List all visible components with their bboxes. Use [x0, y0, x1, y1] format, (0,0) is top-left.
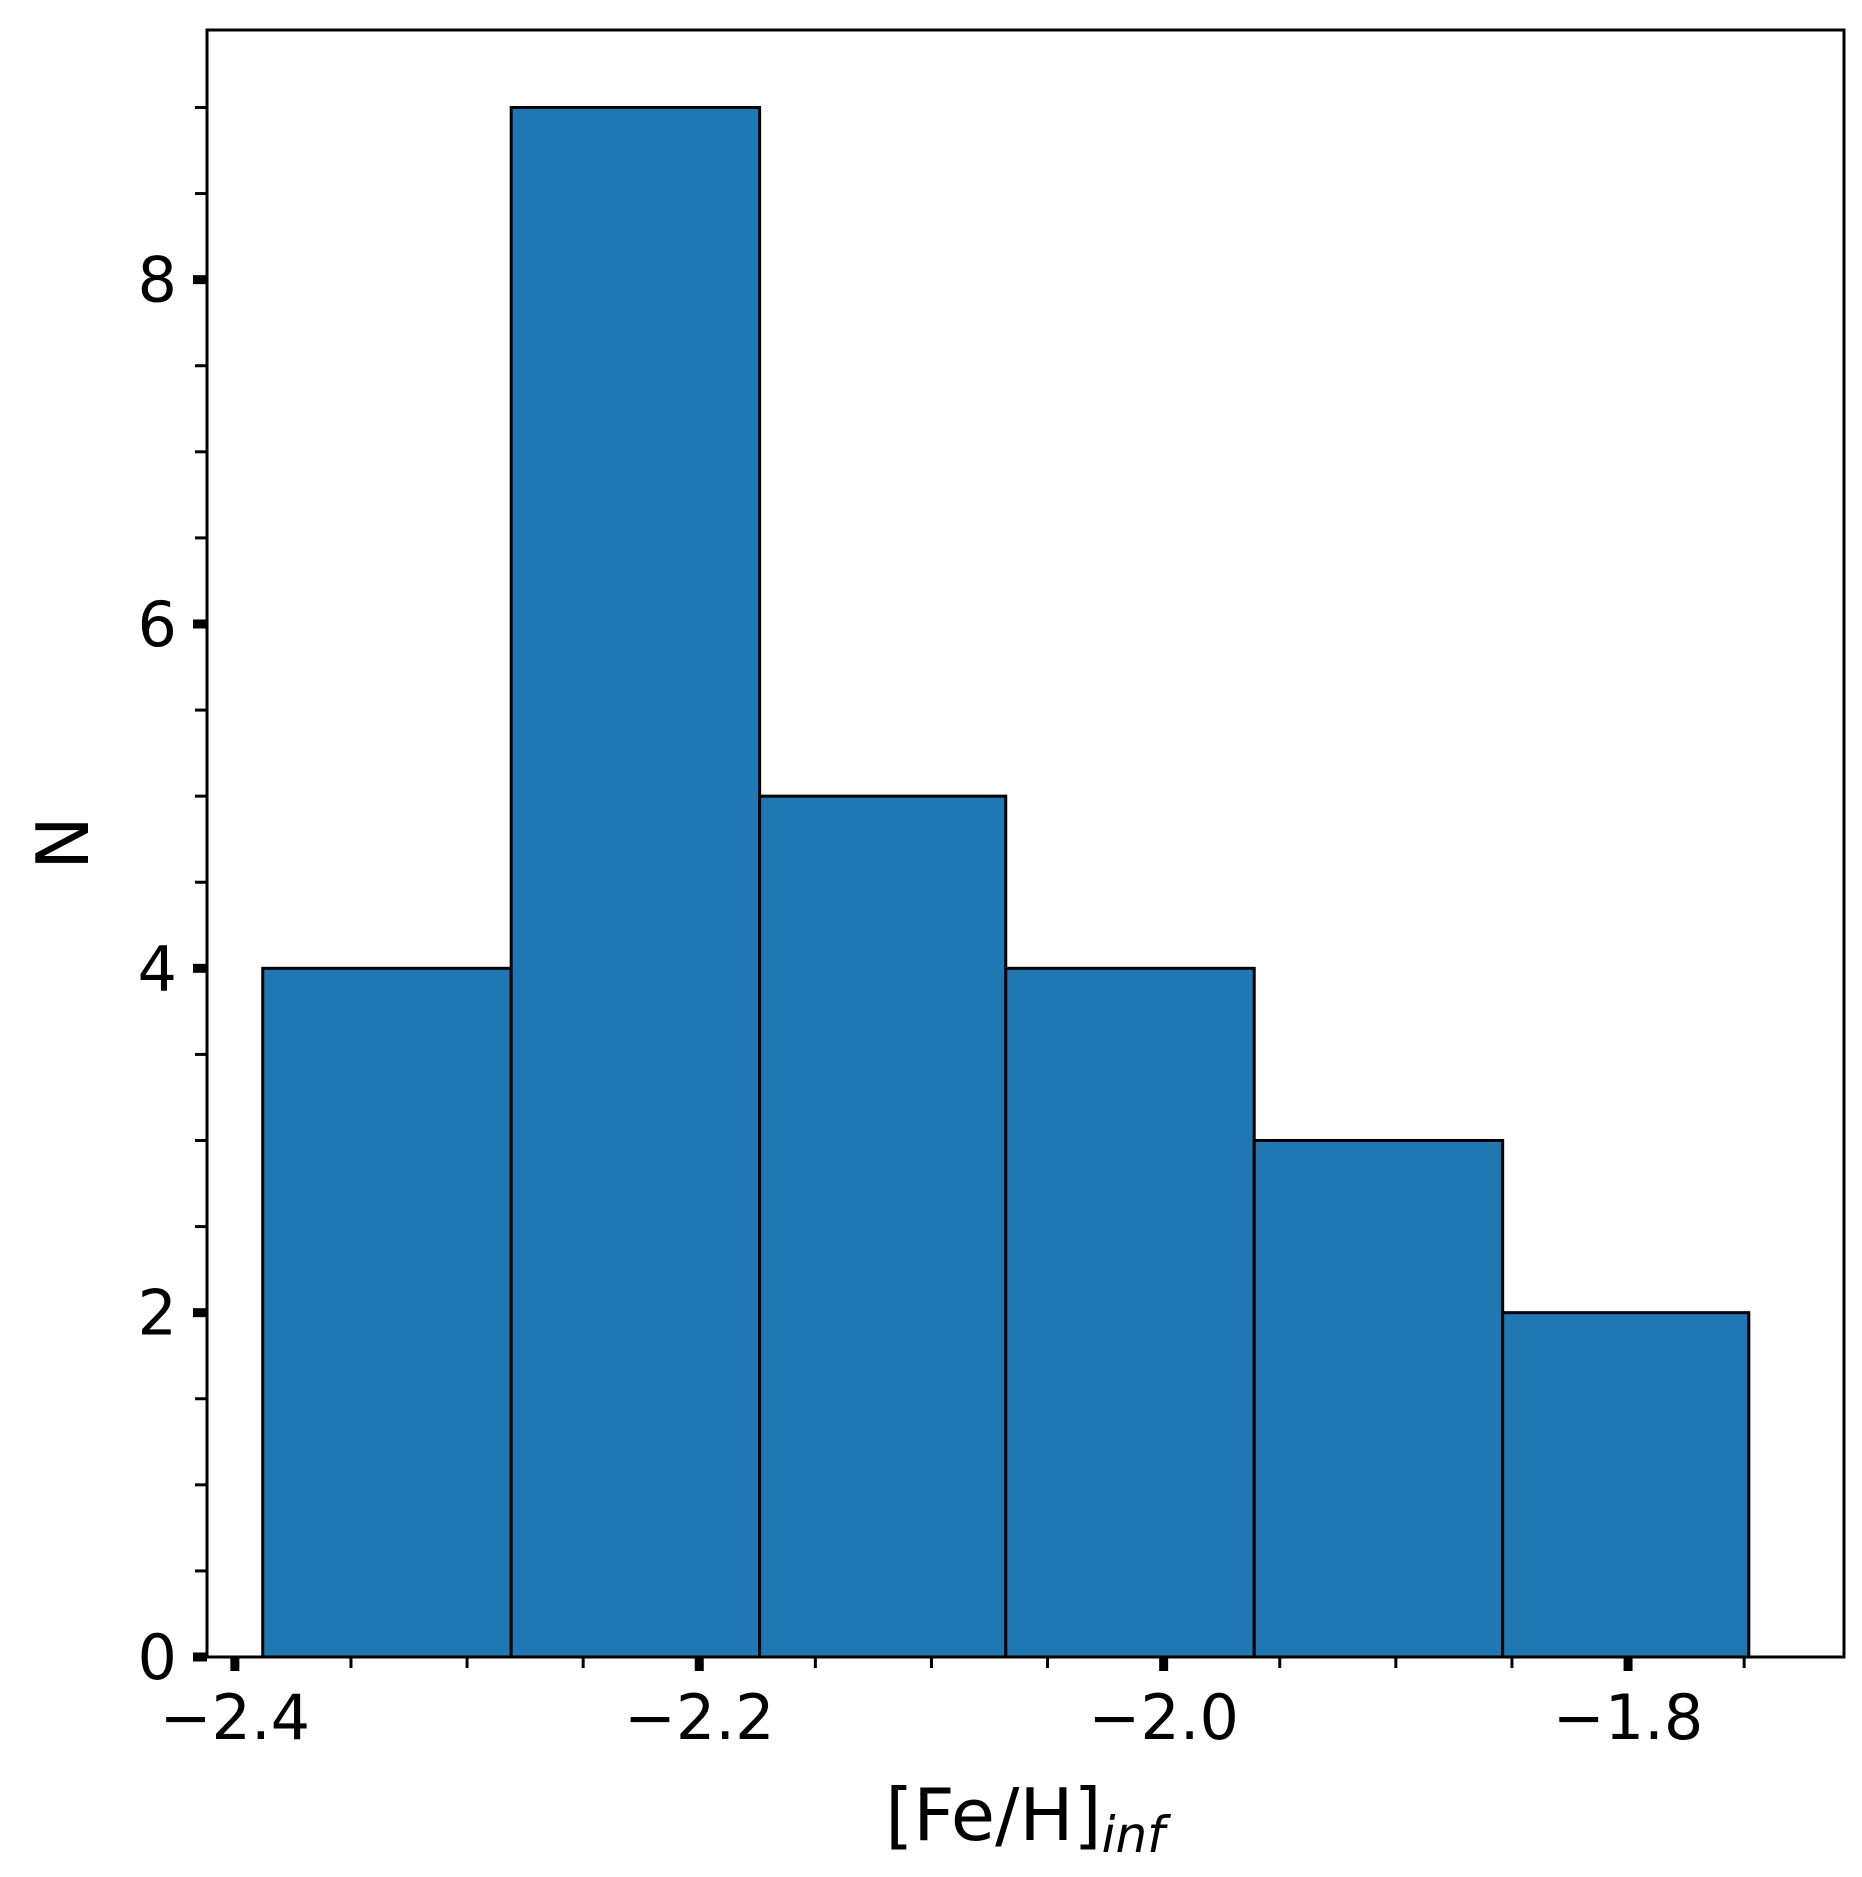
plot-frame	[205, 28, 1846, 1659]
histogram-bar-6	[1501, 1311, 1751, 1659]
x-axis-label-main: [Fe/H]	[885, 1773, 1101, 1857]
histogram-bar-2	[509, 105, 762, 1659]
y-tick-label: 8	[138, 244, 177, 317]
y-tick-label: 0	[138, 1621, 177, 1694]
y-tick-label: 6	[138, 588, 177, 661]
x-tick-label: −2.0	[1088, 1681, 1239, 1754]
histogram-bar-5	[1252, 1138, 1505, 1659]
histogram-bar-1	[261, 966, 513, 1659]
y-tick-label: 2	[138, 1277, 177, 1350]
histogram-bar-3	[758, 794, 1008, 1659]
bars-group	[261, 105, 1751, 1659]
x-tick-label: −2.2	[624, 1681, 775, 1754]
x-axis-label: [Fe/H]inf	[885, 1773, 1171, 1864]
x-ticks: −2.4 −2.2 −2.0 −1.8	[160, 1657, 1746, 1754]
x-axis-label-subscript: inf	[1102, 1806, 1172, 1864]
x-tick-label: −2.4	[160, 1681, 311, 1754]
y-ticks: 0 2 4 6 8	[138, 105, 207, 1694]
x-tick-label: −1.8	[1553, 1681, 1704, 1754]
histogram-bar-4	[1004, 966, 1256, 1659]
y-axis-label: N	[21, 816, 105, 870]
y-tick-label: 4	[138, 932, 177, 1005]
